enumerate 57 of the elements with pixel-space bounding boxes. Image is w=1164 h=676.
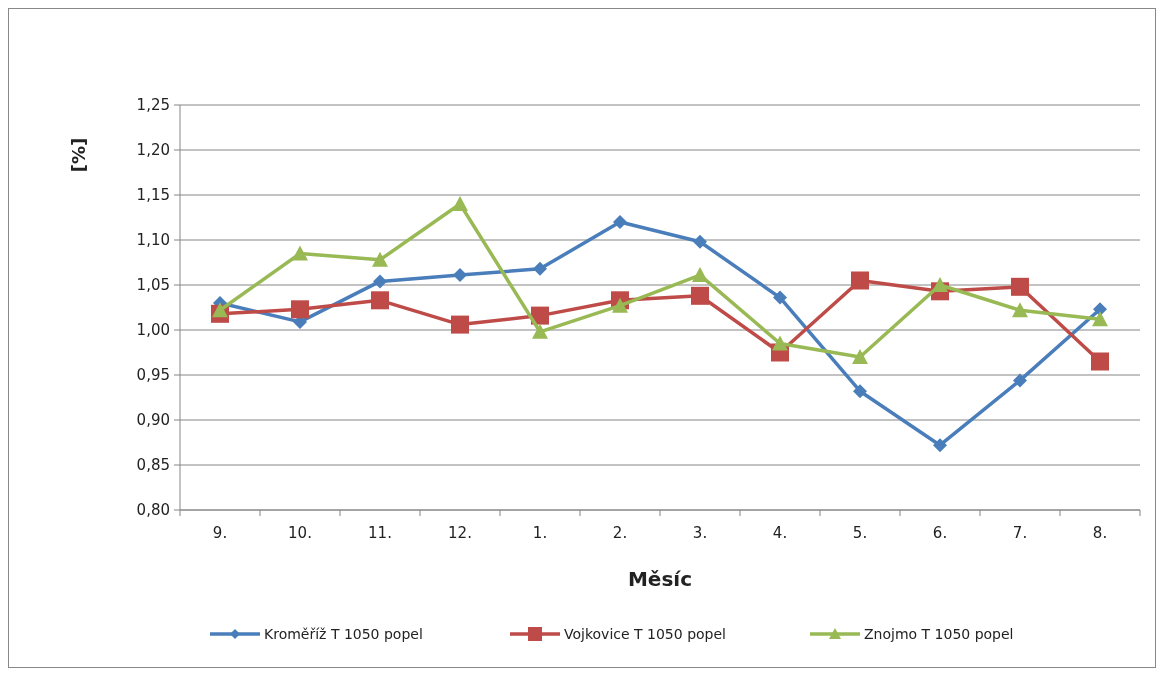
legend-label: Kroměříž T 1050 popel	[264, 625, 423, 642]
x-tick-label: 9.	[212, 524, 228, 542]
point	[773, 290, 787, 305]
x-tick-label: 4.	[772, 524, 788, 542]
point	[452, 196, 468, 211]
point	[372, 251, 388, 267]
y-tick-label: 1,25	[136, 96, 170, 115]
point	[291, 300, 309, 319]
point	[932, 277, 948, 292]
point	[1092, 311, 1108, 327]
y-axis-title: [%]	[68, 137, 89, 173]
legend-label: Vojkovice T 1050 popel	[564, 625, 726, 642]
point	[451, 315, 469, 334]
point	[373, 274, 387, 289]
x-tick-label: 8.	[1092, 524, 1108, 542]
x-tick-label: 2.	[612, 524, 628, 542]
point	[1091, 352, 1109, 371]
point	[531, 306, 549, 325]
point	[691, 286, 709, 305]
point	[212, 302, 228, 318]
point	[1011, 277, 1029, 296]
point	[613, 215, 627, 229]
point	[453, 268, 467, 283]
point	[852, 349, 868, 364]
y-tick-label: 0,90	[136, 411, 170, 430]
y-tick-label: 1,15	[136, 186, 170, 205]
point	[371, 291, 389, 310]
x-tick-label: 12.	[448, 524, 472, 542]
point	[533, 261, 547, 276]
x-tick-label: 5.	[852, 524, 868, 542]
y-tick-label: 1,05	[136, 276, 170, 295]
y-tick-label: 1,10	[136, 231, 170, 250]
x-tick-label: 3.	[692, 524, 708, 542]
x-tick-label: 11.	[368, 524, 392, 542]
y-tick-label: 1,00	[136, 321, 170, 340]
x-tick-label: 10.	[288, 524, 312, 542]
point	[292, 245, 308, 261]
point	[1012, 302, 1028, 318]
point	[933, 438, 947, 453]
point	[1013, 373, 1027, 388]
y-tick-label: 0,95	[136, 366, 170, 385]
point	[1093, 302, 1107, 317]
y-tick-label: 0,85	[136, 456, 170, 475]
point	[853, 384, 867, 399]
point	[851, 271, 869, 290]
y-tick-label: 1,20	[136, 141, 170, 160]
x-tick-label: 1.	[532, 524, 548, 542]
point	[692, 267, 708, 283]
x-axis-title: Měsíc	[627, 567, 693, 591]
x-tick-label: 6.	[932, 524, 948, 542]
point	[612, 297, 628, 313]
point	[772, 335, 788, 351]
legend-label: Znojmo T 1050 popel	[864, 625, 1014, 642]
point	[532, 323, 548, 339]
y-tick-label: 0,80	[136, 501, 170, 520]
x-tick-label: 7.	[1012, 524, 1028, 542]
point	[693, 234, 707, 249]
